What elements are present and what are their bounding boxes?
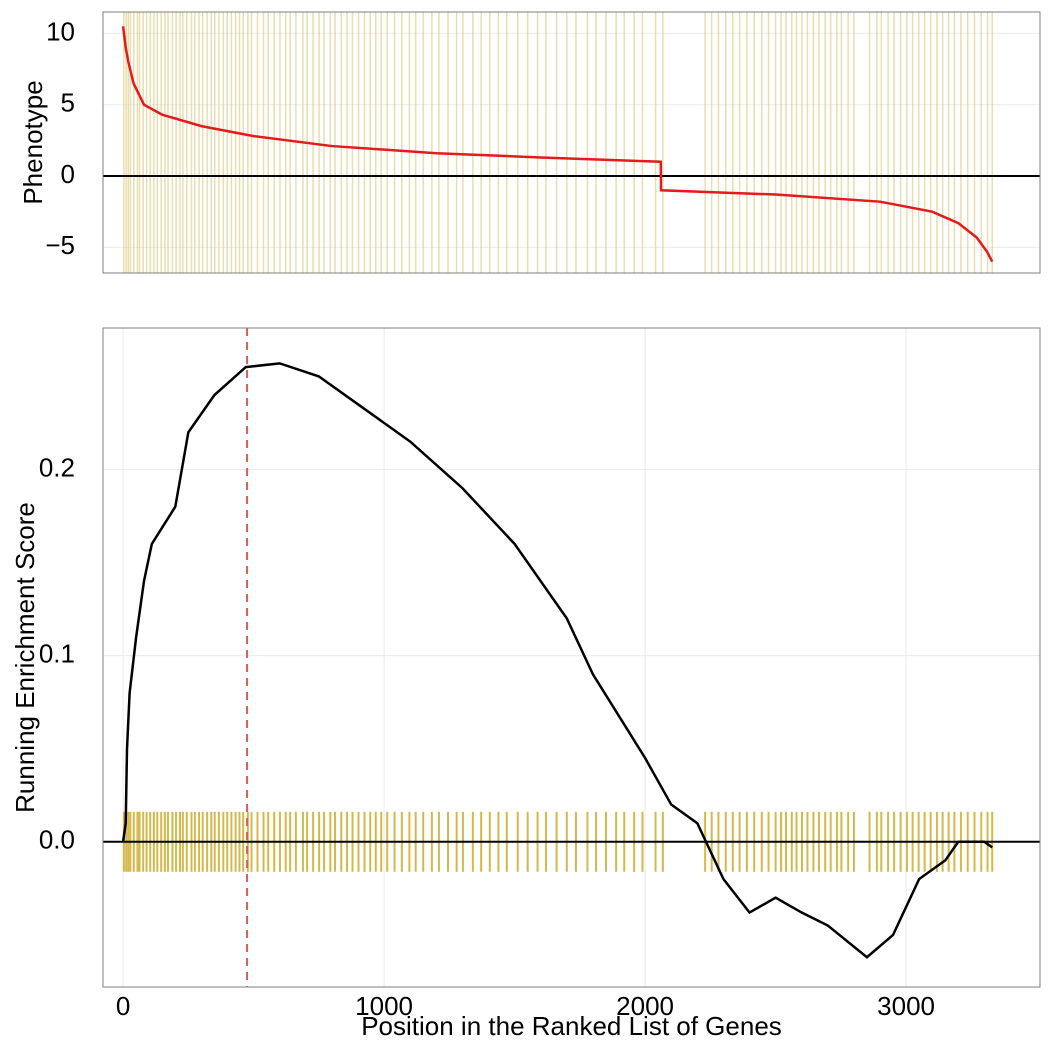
y-tick-label: 10 bbox=[46, 16, 75, 46]
plot-frame bbox=[102, 327, 1041, 988]
series-line bbox=[121, 26, 994, 263]
x-tick-label: 1000 bbox=[355, 991, 413, 1021]
x-axis-label: Position in the Ranked List of Genes bbox=[361, 1011, 782, 1041]
y-axis-label: Phenotype bbox=[18, 80, 48, 204]
y-axis-label: Running Enrichment Score bbox=[10, 502, 40, 813]
y-tick-label: 0.2 bbox=[39, 452, 75, 482]
plot-background bbox=[103, 12, 1040, 273]
x-tick-label: 3000 bbox=[877, 991, 935, 1021]
series-line bbox=[121, 362, 993, 959]
x-tick-label: 2000 bbox=[616, 991, 674, 1021]
plot-background bbox=[103, 328, 1040, 987]
y-tick-label: 0 bbox=[61, 159, 75, 189]
plot-frame bbox=[102, 11, 1041, 274]
y-tick-label: −5 bbox=[45, 230, 75, 260]
x-tick-label: 0 bbox=[116, 991, 130, 1021]
y-tick-label: 0.1 bbox=[39, 639, 75, 669]
y-tick-label: 0.0 bbox=[39, 825, 75, 855]
y-tick-label: 5 bbox=[61, 88, 75, 118]
